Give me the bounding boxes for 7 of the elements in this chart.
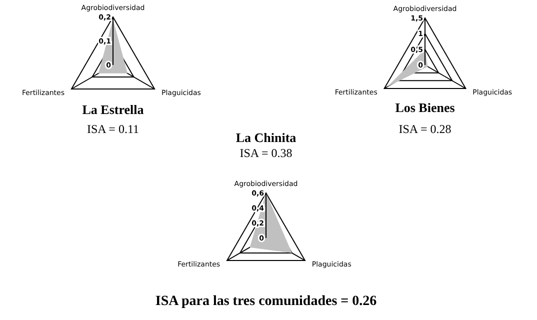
text: La Estrella: [81, 102, 145, 118]
text: ISA = 0.38: [238, 146, 294, 161]
text: ISA para las tres comunidades = 0.26: [154, 294, 378, 310]
text: Los Bienes: [394, 100, 456, 116]
chart-title: La Chinita: [234, 130, 298, 146]
text: ISA = 0.28: [398, 122, 452, 137]
text: ISA = 0.11: [86, 122, 140, 137]
